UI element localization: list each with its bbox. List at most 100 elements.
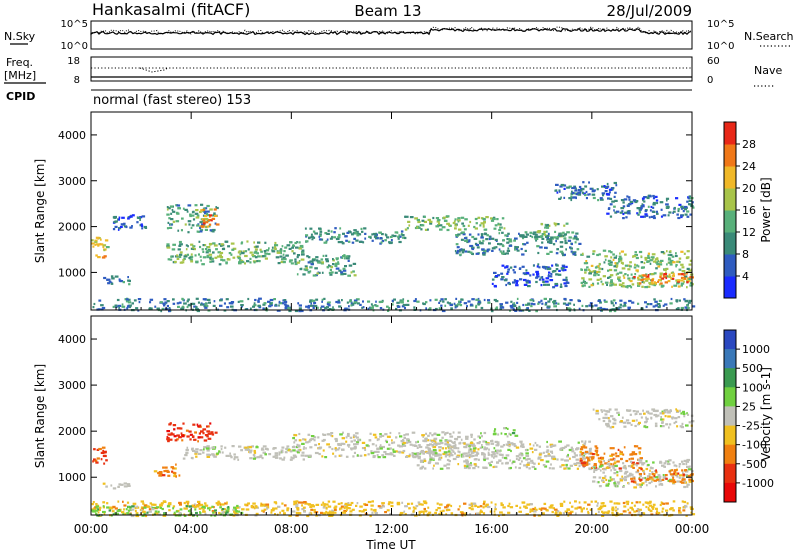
heatmap-cell [406, 438, 410, 441]
heatmap-cell [574, 500, 577, 503]
heatmap-cell [591, 453, 595, 456]
heatmap-cell [607, 482, 610, 485]
heatmap-cell [659, 412, 663, 415]
heatmap-cell [254, 250, 258, 253]
heatmap-cell [389, 512, 392, 516]
heatmap-cell [230, 305, 234, 308]
heatmap-cell [253, 451, 257, 454]
heatmap-cell [103, 276, 107, 280]
heatmap-cell [416, 226, 419, 229]
heatmap-cell [647, 254, 650, 257]
heatmap-cell [690, 420, 695, 423]
heatmap-cell [226, 258, 230, 261]
heatmap-cell [388, 443, 391, 446]
heatmap-cell [688, 277, 692, 281]
heatmap-cell [586, 507, 588, 511]
heatmap-cell [438, 513, 442, 516]
heatmap-cell [313, 439, 316, 442]
heatmap-cell [160, 310, 163, 313]
heatmap-cell [274, 452, 278, 455]
heatmap-cell [494, 455, 498, 458]
heatmap-cell [597, 299, 602, 302]
heatmap-cell [658, 263, 663, 266]
beam-title: Beam 13 [354, 2, 421, 20]
heatmap-cell [635, 410, 639, 413]
heatmap-cell [255, 445, 258, 448]
heatmap-cell [209, 215, 211, 218]
heatmap-cell [237, 458, 240, 461]
heatmap-cell [213, 212, 216, 215]
heatmap-cell [189, 213, 192, 216]
heatmap-cell [512, 269, 515, 272]
heatmap-cell [271, 246, 274, 249]
heatmap-cell [194, 431, 197, 434]
heatmap-cell [461, 231, 465, 234]
heatmap-cell [582, 192, 586, 195]
heatmap-cell [337, 261, 340, 264]
heatmap-cell [194, 452, 198, 455]
heatmap-cell [531, 451, 534, 454]
heatmap-cell [669, 478, 672, 481]
heatmap-cell [482, 512, 486, 515]
heatmap-cell [330, 511, 335, 514]
heatmap-cell [631, 419, 636, 422]
heatmap-cell [283, 299, 287, 302]
colorbar-swatch [724, 188, 736, 211]
heatmap-cell [653, 196, 656, 199]
heatmap-cell [240, 242, 243, 245]
heatmap-cell [398, 451, 401, 454]
heatmap-cell [515, 246, 519, 249]
heatmap-cell [654, 282, 657, 285]
heatmap-cell [563, 196, 566, 199]
heatmap-cell [545, 224, 549, 227]
heatmap-cell [355, 432, 359, 435]
heatmap-cell [551, 510, 554, 514]
heatmap-cell [349, 507, 351, 510]
heatmap-cell [677, 273, 681, 276]
heatmap-cell [134, 506, 137, 510]
heatmap-cell [660, 418, 663, 421]
heatmap-cell [608, 207, 611, 210]
heatmap-cell [227, 506, 230, 509]
heatmap-cell [489, 464, 492, 467]
heatmap-cell [523, 283, 528, 286]
heatmap-cell [475, 252, 480, 255]
heatmap-cell [349, 231, 352, 234]
heatmap-cell [445, 453, 449, 456]
heatmap-cell [296, 443, 299, 446]
heatmap-cell [176, 257, 180, 260]
heatmap-cell [571, 186, 575, 190]
heatmap-cell [425, 301, 428, 304]
heatmap-cell [438, 446, 442, 449]
heatmap-cell [386, 236, 390, 239]
heatmap-cell [641, 280, 644, 284]
heatmap-cell [133, 505, 136, 508]
heatmap-cell [341, 256, 344, 259]
heatmap-cell [544, 455, 548, 458]
heatmap-cell [642, 503, 645, 506]
heatmap-cell [619, 450, 622, 453]
heatmap-cell [262, 451, 266, 454]
heatmap-cell [227, 508, 230, 511]
heatmap-cell [299, 268, 303, 271]
heatmap-cell [446, 222, 450, 225]
heatmap-cell [205, 225, 208, 228]
heatmap-cell [544, 303, 548, 306]
heatmap-cell [546, 449, 550, 452]
heatmap-cell [170, 255, 173, 258]
heatmap-cell [95, 512, 98, 515]
heatmap-cell [99, 243, 104, 246]
heatmap-cell [338, 454, 342, 457]
heatmap-cell [117, 485, 120, 488]
heatmap-cell [304, 268, 308, 272]
heatmap-cell [202, 222, 206, 225]
heatmap-cell [497, 274, 500, 277]
heatmap-cell [367, 307, 370, 310]
heatmap-cell [431, 440, 434, 443]
heatmap-cell [678, 257, 682, 260]
heatmap-cell [329, 268, 332, 271]
heatmap-cell [446, 458, 450, 462]
heatmap-cell [559, 502, 564, 505]
heatmap-cell [182, 258, 185, 262]
heatmap-cell [658, 283, 661, 286]
